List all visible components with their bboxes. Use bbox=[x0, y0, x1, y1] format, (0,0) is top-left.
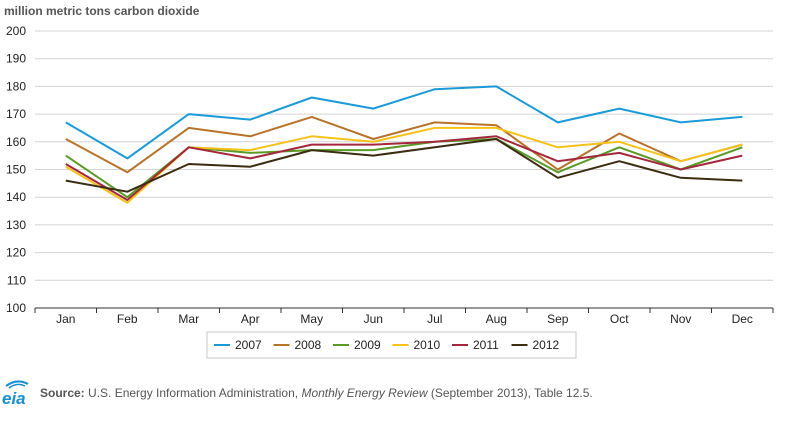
legend-label-2007: 2007 bbox=[235, 338, 262, 352]
x-tick-labels: Jan Feb Mar Apr May Jun Jul Aug Sep Oct Nov Dec bbox=[34, 308, 774, 326]
y-tick-110: 110 bbox=[7, 273, 26, 287]
legend-label-2010: 2010 bbox=[414, 338, 441, 352]
svg-text:eia: eia bbox=[2, 389, 26, 407]
legend-label-2012: 2012 bbox=[533, 338, 560, 352]
series-line-2012 bbox=[65, 138, 743, 193]
series-line-2008 bbox=[65, 115, 743, 174]
series-lines bbox=[65, 85, 743, 204]
y-tick-labels: 100 110 120 130 140 150 160 170 180 190 200 bbox=[6, 24, 26, 315]
source-note: Source: U.S. Energy Information Administ… bbox=[40, 386, 593, 400]
legend-label-2008: 2008 bbox=[295, 338, 322, 352]
source-label: Source: bbox=[40, 386, 85, 400]
x-tick-jan: Jan bbox=[56, 312, 75, 326]
y-tick-180: 180 bbox=[6, 79, 26, 93]
legend-label-2009: 2009 bbox=[354, 338, 381, 352]
y-tick-200: 200 bbox=[6, 24, 26, 38]
x-tick-dec: Dec bbox=[732, 312, 753, 326]
y-tick-130: 130 bbox=[6, 218, 26, 232]
source-text-after: (September 2013), Table 12.5. bbox=[427, 386, 593, 400]
y-tick-150: 150 bbox=[6, 163, 26, 177]
line-chart: million metric tons carbon dioxide 100 11… bbox=[4, 4, 774, 359]
x-tick-apr: Apr bbox=[241, 312, 260, 326]
x-tick-sep: Sep bbox=[547, 312, 569, 326]
x-tick-mar: Mar bbox=[178, 312, 199, 326]
y-axis-label: million metric tons carbon dioxide bbox=[4, 4, 200, 18]
legend-label-2011: 2011 bbox=[473, 338, 499, 352]
x-tick-aug: Aug bbox=[486, 312, 507, 326]
source-publication: Monthly Energy Review bbox=[301, 386, 428, 400]
y-tick-120: 120 bbox=[6, 246, 26, 260]
y-tick-140: 140 bbox=[6, 190, 26, 204]
gridlines bbox=[35, 30, 773, 309]
eia-logo: eia bbox=[2, 380, 29, 407]
x-tick-oct: Oct bbox=[610, 312, 629, 326]
x-tick-jun: Jun bbox=[364, 312, 383, 326]
x-tick-jul: Jul bbox=[427, 312, 442, 326]
source-text-before: U.S. Energy Information Administration, bbox=[84, 386, 302, 400]
y-tick-170: 170 bbox=[6, 107, 26, 121]
series-line-2011 bbox=[65, 135, 743, 201]
y-tick-100: 100 bbox=[6, 301, 26, 315]
x-tick-nov: Nov bbox=[670, 312, 691, 326]
legend: 2007 2008 2009 2010 2011 2012 bbox=[206, 331, 577, 359]
y-tick-190: 190 bbox=[6, 52, 26, 66]
y-tick-160: 160 bbox=[6, 135, 26, 149]
series-line-2007 bbox=[65, 85, 743, 160]
x-tick-may: May bbox=[300, 312, 323, 326]
x-tick-feb: Feb bbox=[117, 312, 138, 326]
